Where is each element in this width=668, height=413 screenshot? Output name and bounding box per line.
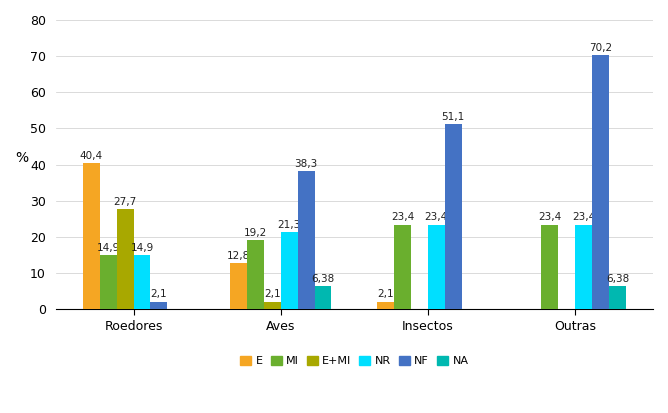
Bar — [298, 171, 315, 309]
Bar — [575, 225, 592, 309]
Bar — [117, 209, 134, 309]
Bar — [134, 255, 150, 309]
Legend: E, MI, E+MI, NR, NF, NA: E, MI, E+MI, NR, NF, NA — [237, 352, 472, 370]
Text: 12,8: 12,8 — [226, 251, 250, 261]
Bar — [609, 286, 626, 309]
Text: 23,4: 23,4 — [538, 212, 561, 223]
Text: 14,9: 14,9 — [130, 243, 154, 253]
Bar — [377, 301, 394, 309]
Bar — [541, 225, 558, 309]
Text: 70,2: 70,2 — [589, 43, 612, 53]
Bar — [394, 225, 411, 309]
Bar — [247, 240, 264, 309]
Bar — [592, 55, 609, 309]
Text: 27,7: 27,7 — [114, 197, 137, 207]
Text: 19,2: 19,2 — [244, 228, 267, 237]
Bar — [150, 301, 168, 309]
Bar — [281, 232, 298, 309]
Y-axis label: %: % — [15, 151, 28, 165]
Text: 2,1: 2,1 — [377, 290, 394, 299]
Text: 23,4: 23,4 — [572, 212, 595, 223]
Bar — [230, 263, 247, 309]
Bar — [445, 124, 462, 309]
Bar — [264, 301, 281, 309]
Bar — [428, 225, 445, 309]
Text: 2,1: 2,1 — [150, 290, 167, 299]
Text: 51,1: 51,1 — [442, 112, 465, 122]
Text: 6,38: 6,38 — [606, 274, 629, 284]
Text: 38,3: 38,3 — [295, 159, 318, 169]
Bar — [100, 255, 117, 309]
Text: 2,1: 2,1 — [264, 290, 281, 299]
Text: 40,4: 40,4 — [79, 151, 103, 161]
Text: 21,3: 21,3 — [278, 220, 301, 230]
Text: 23,4: 23,4 — [425, 212, 448, 223]
Text: 14,9: 14,9 — [97, 243, 120, 253]
Bar — [315, 286, 331, 309]
Text: 6,38: 6,38 — [311, 274, 335, 284]
Bar — [83, 163, 100, 309]
Text: 23,4: 23,4 — [391, 212, 414, 223]
